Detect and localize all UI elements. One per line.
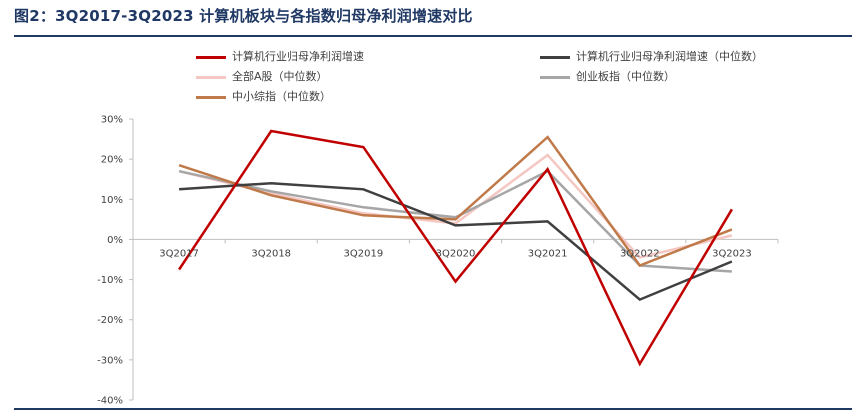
x-tick-label: 3Q2019 xyxy=(344,248,384,259)
legend-item: 创业板指（中位数） xyxy=(540,68,675,84)
x-tick-label: 3Q2021 xyxy=(528,248,568,259)
legend-label: 创业板指（中位数） xyxy=(576,70,675,83)
y-tick-label: 30% xyxy=(101,115,123,126)
y-tick-label: 20% xyxy=(101,155,123,166)
legend-label: 全部A股（中位数） xyxy=(232,70,328,83)
legend-swatch xyxy=(540,75,570,79)
series-line xyxy=(178,135,733,268)
legend-swatch xyxy=(540,55,570,59)
y-tick-label: 10% xyxy=(101,195,123,206)
series-line xyxy=(178,129,733,367)
x-tick-label: 3Q2018 xyxy=(251,248,291,259)
y-tick-label: -30% xyxy=(97,355,123,366)
y-tick-label: -40% xyxy=(97,396,123,407)
x-tick-label: 3Q2017 xyxy=(159,248,199,259)
legend-item: 中小综指（中位数） xyxy=(196,88,331,104)
bottom-rule xyxy=(14,408,852,410)
x-tick-label: 3Q2020 xyxy=(436,248,476,259)
title-rule xyxy=(14,35,852,37)
legend-swatch xyxy=(196,55,226,59)
legend-item: 计算机行业归母净利润增速（中位数） xyxy=(540,48,763,64)
legend-swatch xyxy=(196,75,226,79)
series-line xyxy=(179,181,733,302)
legend-item: 计算机行业归母净利润增速 xyxy=(196,48,364,64)
legend-item: 全部A股（中位数） xyxy=(196,68,328,84)
x-tick-label: 3Q2023 xyxy=(712,248,752,259)
figure-title: 图2：3Q2017-3Q2023 计算机板块与各指数归母净利润增速对比 xyxy=(14,7,473,25)
x-tick-label: 3Q2022 xyxy=(620,248,660,259)
y-tick-label: -20% xyxy=(97,315,123,326)
legend-label: 中小综指（中位数） xyxy=(232,90,331,103)
legend-swatch xyxy=(196,95,226,99)
series-line xyxy=(178,153,733,259)
y-tick-label: -10% xyxy=(97,275,123,286)
legend-label: 计算机行业归母净利润增速 xyxy=(232,50,364,63)
y-tick-label: 0% xyxy=(107,235,123,246)
legend-label: 计算机行业归母净利润增速（中位数） xyxy=(576,50,763,63)
